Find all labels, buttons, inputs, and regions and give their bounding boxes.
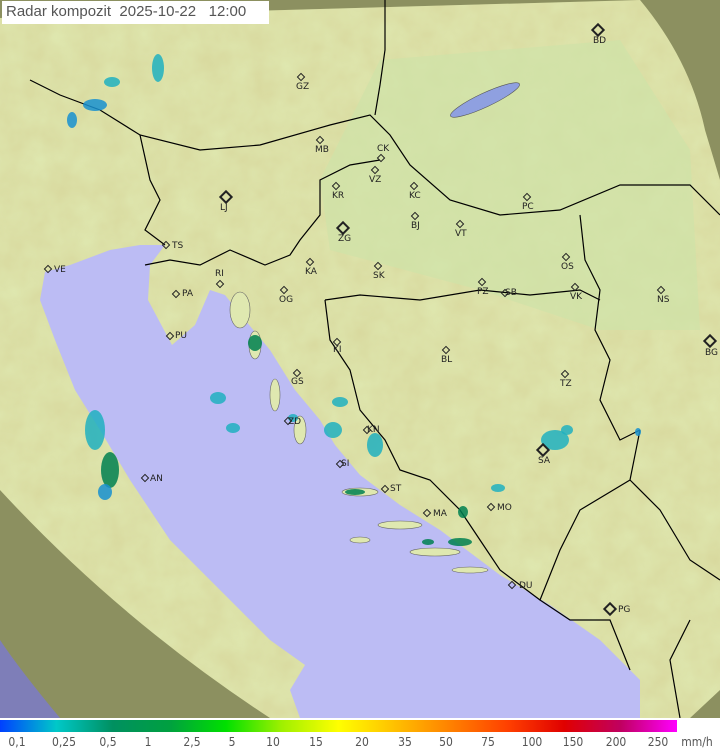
city-label-vk: VK [570,292,583,302]
radar-echo [248,335,262,351]
city-label-pu: PU [175,331,188,341]
legend-unit: mm/h [681,735,713,749]
legend-label: 15 [309,735,323,749]
city-label-lj: LJ [220,203,228,213]
map-title: Radar kompozit 2025-10-22 12:00 [2,1,269,24]
city-label-ma: MA [433,509,447,519]
radar-echo [101,452,119,488]
radar-echo [288,414,298,422]
legend-label: 0,25 [51,735,77,749]
lake-balaton [450,82,520,118]
city-label-zd: ZD [288,417,302,427]
city-label-ki: KI [333,345,342,355]
legend-label: 1 [144,735,152,749]
city-label-bd: BD [593,36,607,46]
radar-echo [422,539,434,545]
city-label-bl: BL [441,355,453,365]
city-label-vt: VT [455,229,467,239]
title-time: 12:00 [208,3,247,20]
city-label-bj: BJ [411,221,420,231]
city-label-si: SI [341,459,350,469]
city-label-kn: KN [367,425,380,435]
city-label-du: DU [519,581,533,591]
city-label-vz: VZ [369,175,382,185]
radar-echo [324,422,342,438]
city-label-ns: NS [657,295,670,305]
legend-label: 5 [228,735,236,749]
city-label-bg: BG [705,348,718,358]
radar-echo [458,506,468,518]
city-label-pc: PC [522,202,534,212]
city-label-st: ST [390,484,402,494]
city-label-pz: PZ [477,287,489,297]
city-label-gs: GS [291,377,304,387]
city-label-zg: ZG [338,234,352,244]
city-label-ka: KA [305,267,317,277]
city-label-og: OG [279,295,294,305]
legend-label: 150 [562,735,584,749]
radar-echo [635,428,641,436]
radar-echo [210,392,226,404]
city-label-sk: SK [373,271,385,281]
legend-label: 250 [647,735,669,749]
radar-echo [85,410,105,450]
city-label-kc: KC [409,191,421,201]
legend-label: 200 [605,735,627,749]
outside-sea [0,640,60,718]
radar-echo [152,54,164,82]
legend-label: 0,1 [8,735,26,749]
radar-echo [561,425,573,435]
adriatic-sea [40,245,640,718]
city-label-sb: SB [505,288,517,298]
radar-echo [83,99,107,111]
legend-label: 10 [266,735,280,749]
legend-label: 75 [481,735,495,749]
country-borders [29,0,720,718]
radar-echo [491,484,505,492]
city-label-sa: SA [538,456,551,466]
city-label-pg: PG [618,605,631,615]
radar-map[interactable] [0,0,720,718]
legend-label: 35 [398,735,412,749]
plain-area [320,40,700,330]
city-label-mo: MO [497,503,512,513]
legend-label: 50 [439,735,453,749]
radar-echo [448,538,472,546]
city-label-kr: KR [332,191,345,201]
radar-echo [367,433,383,457]
radar-echo [98,484,112,500]
title-label: Radar kompozit [6,3,112,20]
legend-label: 2,5 [183,735,201,749]
city-label-pa: PA [182,289,194,299]
radar-echo [345,489,365,495]
city-label-gz: GZ [296,82,310,92]
radar-echo [67,112,77,128]
legend-label: 100 [521,735,543,749]
city-label-mb: MB [315,145,329,155]
radar-echo [541,430,569,450]
legend-color-bar [0,720,677,732]
legend-label: 0,5 [99,735,117,749]
city-label-ck: CK [377,144,390,154]
city-label-ri: RI [215,269,224,279]
city-label-os: OS [561,262,574,272]
legend-label: 20 [355,735,369,749]
radar-echo [104,77,120,87]
city-label-tz: TZ [560,379,572,389]
city-label-an: AN [150,474,163,484]
city-label-ve: VE [54,265,66,275]
city-label-ts: TS [172,241,184,251]
radar-echo [332,397,348,407]
islands [229,291,489,574]
title-date: 2025-10-22 [119,3,197,20]
radar-echo [226,423,240,433]
radar-echoes [67,54,641,546]
